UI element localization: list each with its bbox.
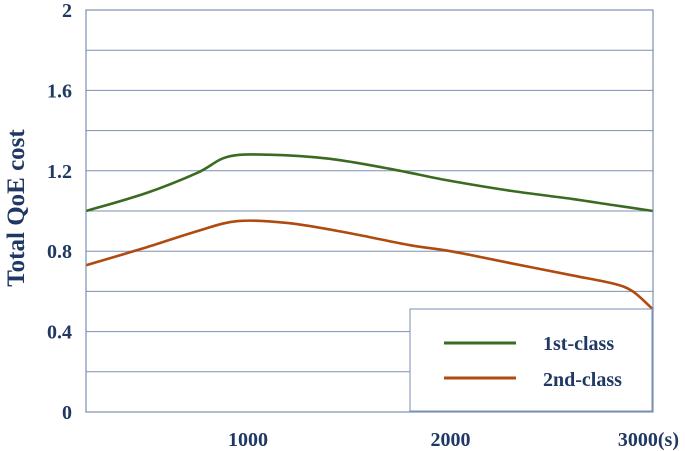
series-line-2nd-class [85,219,654,311]
y-tick-label: 0 [62,402,72,424]
x-tick-label: 3000(s) [618,429,679,451]
plot-frame [85,9,654,413]
x-tick-label: 2000 [431,429,471,451]
legend-label-2nd-class: 2nd-class [543,369,622,391]
grid-lines [86,49,653,373]
y-tick-label: 2 [62,0,72,22]
y-tick-label: 1.2 [47,161,72,183]
legend-label-1st-class: 1st-class [543,333,614,355]
y-axis-ticks: 0 0.4 0.8 1.2 1.6 2 [47,0,72,424]
legend: 1st-class 2nd-class [409,308,653,412]
x-axis-ticks: 1000 2000 3000(s) [228,429,679,451]
y-axis-label: Total QoE cost [3,129,30,287]
series-lines [85,153,654,311]
series-line-1st-class [85,153,654,213]
y-tick-label: 1.6 [47,80,72,102]
y-tick-label: 0.8 [47,241,72,263]
x-tick-label: 1000 [228,429,268,451]
y-tick-label: 0.4 [47,322,72,344]
legend-box [409,308,653,412]
